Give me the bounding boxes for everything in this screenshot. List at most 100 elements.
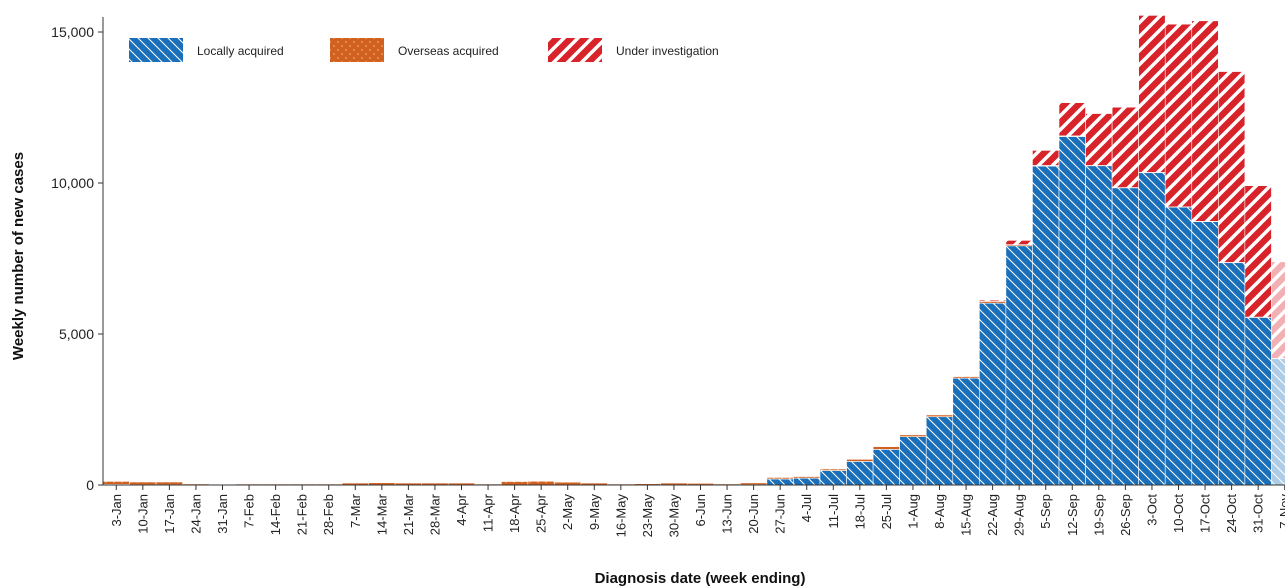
bar-locally-acquired-26-Sep xyxy=(1111,187,1139,486)
x-tick-label: 17-Oct xyxy=(1198,494,1213,533)
y-tick-label: 5,000 xyxy=(59,326,94,342)
x-tick-label: 6-Jun xyxy=(693,494,708,527)
legend-swatch-locally-acquired xyxy=(129,38,183,62)
x-tick-label: 7-Mar xyxy=(348,493,363,528)
x-tick-label: 24-Jan xyxy=(188,494,203,534)
x-tick-label: 8-Aug xyxy=(932,494,947,529)
bar-locally-acquired-25-Jul xyxy=(872,449,900,486)
x-tick-label: 5-Sep xyxy=(1038,494,1053,529)
x-tick-label: 21-Feb xyxy=(295,494,310,535)
bar-locally-acquired-22-Aug xyxy=(979,302,1007,486)
legend-swatch-under-investigation xyxy=(548,38,602,62)
x-tick-label: 16-May xyxy=(613,494,628,538)
plot-area xyxy=(102,15,1285,486)
bar-overseas-acquired-11-Jul xyxy=(819,468,847,471)
x-tick-label: 30-May xyxy=(666,494,681,538)
x-tick-label: 28-Mar xyxy=(427,493,442,535)
x-tick-label: 15-Aug xyxy=(959,494,974,536)
bar-overseas-acquired-8-Aug xyxy=(925,414,954,418)
bar-under-investigation-7-Nov xyxy=(1271,261,1285,359)
bar-overseas-acquired-1-Aug xyxy=(899,434,927,437)
x-tick-label: 14-Feb xyxy=(268,494,283,535)
x-tick-label: 2-May xyxy=(560,494,575,531)
legend: Locally acquired Overseas acquired Under i… xyxy=(129,38,719,62)
bar-locally-acquired-27-Jun xyxy=(766,478,794,486)
x-tick-label: 4-Jul xyxy=(799,494,814,522)
x-tick-label: 29-Aug xyxy=(1012,494,1027,536)
x-tick-label: 14-Mar xyxy=(374,493,389,535)
bar-overseas-acquired-20-Jun xyxy=(740,482,768,485)
x-tick-label: 12-Sep xyxy=(1065,494,1080,536)
y-tick-label: 10,000 xyxy=(51,175,94,191)
x-tick-label: 19-Sep xyxy=(1091,494,1106,536)
x-tick-label: 10-Jan xyxy=(135,494,150,534)
x-tick-label: 31-Oct xyxy=(1251,494,1266,533)
bar-under-investigation-26-Sep xyxy=(1111,106,1139,188)
bar-overseas-acquired-10-Jan xyxy=(129,481,157,485)
y-axis-title: Weekly number of new cases xyxy=(10,152,27,360)
x-tick-label: 11-Apr xyxy=(481,493,496,532)
x-tick-label: 1-Aug xyxy=(905,494,920,529)
bar-under-investigation-19-Sep xyxy=(1085,113,1113,166)
bar-under-investigation-29-Aug xyxy=(1005,240,1033,245)
x-tick-label: 24-Oct xyxy=(1224,494,1239,533)
x-axis-title: Diagnosis date (week ending) xyxy=(595,570,806,587)
x-tick-label: 18-Apr xyxy=(507,493,522,533)
x-tick-label: 10-Oct xyxy=(1171,494,1186,533)
x-tick-label: 21-Mar xyxy=(401,493,416,535)
bar-locally-acquired-19-Sep xyxy=(1085,165,1113,486)
bar-locally-acquired-3-Oct xyxy=(1138,172,1166,486)
bar-locally-acquired-24-Oct xyxy=(1218,262,1246,486)
bar-locally-acquired-18-Jul xyxy=(846,461,874,486)
x-tick-label: 7-Feb xyxy=(242,494,257,528)
x-tick-label: 27-Jun xyxy=(773,494,788,534)
x-tick-label: 17-Jan xyxy=(162,494,177,534)
legend-label-locally-acquired: Locally acquired xyxy=(197,44,284,58)
bar-overseas-acquired-15-Aug xyxy=(952,376,980,379)
bar-overseas-acquired-18-Jul xyxy=(846,459,874,462)
x-tick-label: 13-Jun xyxy=(720,494,735,534)
bar-locally-acquired-15-Aug xyxy=(952,377,980,486)
bar-locally-acquired-11-Jul xyxy=(819,470,847,486)
bar-overseas-acquired-4-Jul xyxy=(793,476,821,479)
x-tick-label: 11-Jul xyxy=(826,494,841,529)
x-tick-label: 3-Oct xyxy=(1144,494,1159,526)
x-tick-label: 31-Jan xyxy=(215,494,230,534)
x-tick-label: 4-Apr xyxy=(454,493,469,525)
x-tick-label: 3-Jan xyxy=(109,494,124,527)
x-tick-label: 28-Feb xyxy=(321,494,336,535)
y-tick-label: 0 xyxy=(86,477,94,493)
axes: 0 5,000 10,000 15,000 3-Jan 10-Jan 17-Jan 24-Ja… xyxy=(51,17,1285,537)
y-tick-label: 15,000 xyxy=(51,24,94,40)
bar-overseas-acquired-25-Apr xyxy=(527,480,555,486)
x-tick-label: 25-Jul xyxy=(879,494,894,530)
bar-overseas-acquired-18-Apr xyxy=(501,481,529,486)
legend-label-overseas-acquired: Overseas acquired xyxy=(398,44,499,58)
bar-locally-acquired-10-Oct xyxy=(1164,206,1193,486)
bar-overseas-acquired-3-Jan xyxy=(102,481,130,485)
bar-under-investigation-5-Sep xyxy=(1032,150,1060,166)
legend-label-under-investigation: Under investigation xyxy=(616,44,719,58)
bar-under-investigation-12-Sep xyxy=(1058,102,1086,137)
bar-locally-acquired-1-Aug xyxy=(899,436,927,486)
bar-locally-acquired-4-Jul xyxy=(793,477,821,486)
bar-overseas-acquired-27-Jun xyxy=(766,477,794,480)
x-tick-label: 20-Jun xyxy=(746,494,761,534)
bar-under-investigation-31-Oct xyxy=(1244,185,1272,318)
bar-under-investigation-17-Oct xyxy=(1191,20,1219,222)
bar-locally-acquired-17-Oct xyxy=(1191,221,1219,486)
bar-locally-acquired-29-Aug xyxy=(1005,245,1033,486)
bar-under-investigation-22-Aug xyxy=(979,299,1007,302)
x-tick-label: 25-Apr xyxy=(534,493,549,533)
legend-swatch-overseas-acquired xyxy=(330,38,384,62)
x-tick-label: 23-May xyxy=(640,494,655,538)
bar-overseas-acquired-17-Jan xyxy=(155,481,183,485)
bar-under-investigation-10-Oct xyxy=(1164,23,1193,208)
bar-under-investigation-3-Oct xyxy=(1138,15,1166,173)
bar-locally-acquired-5-Sep xyxy=(1032,165,1060,486)
x-tick-label: 18-Jul xyxy=(852,494,867,530)
x-tick-label: 7-Nov xyxy=(1277,494,1285,529)
bar-locally-acquired-31-Oct xyxy=(1244,317,1272,486)
